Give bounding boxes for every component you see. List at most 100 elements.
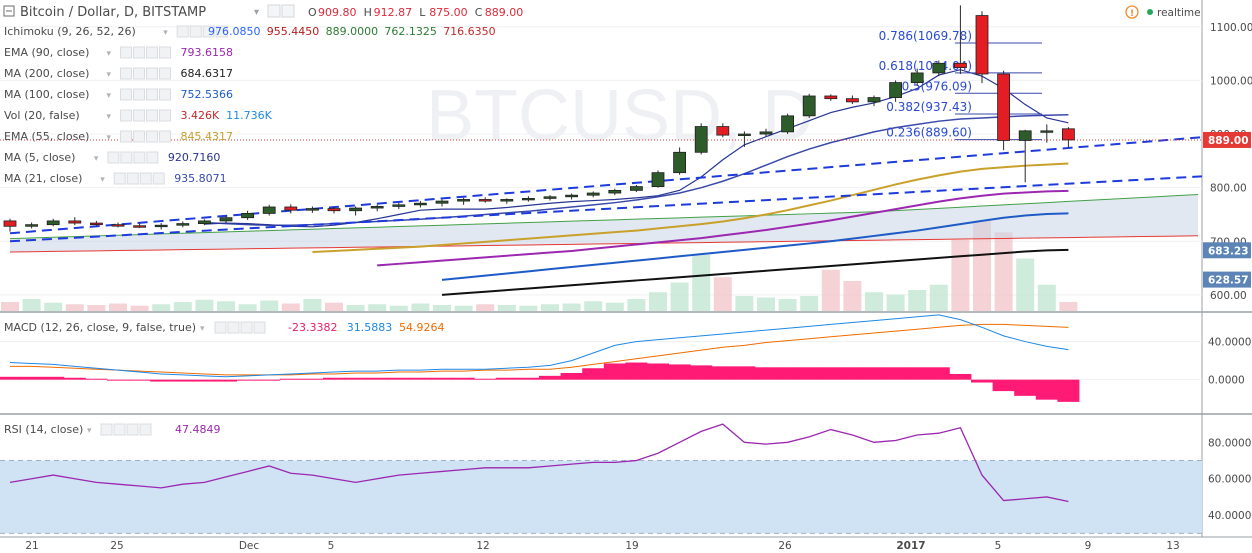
candle[interactable]	[133, 225, 147, 228]
candle[interactable]	[975, 15, 989, 75]
settings-icon[interactable]	[189, 25, 202, 38]
indicator-name[interactable]: MA (5, close)	[4, 151, 75, 164]
eye-icon[interactable]	[113, 172, 126, 185]
chevron-down-icon[interactable]: ▾	[87, 426, 92, 436]
settings-icon[interactable]	[120, 151, 133, 164]
candle[interactable]	[802, 95, 816, 117]
close-icon[interactable]	[139, 423, 152, 436]
indicator-name[interactable]: MA (100, close)	[4, 88, 89, 101]
chevron-down-icon[interactable]: ▾	[107, 70, 112, 80]
add-icon[interactable]	[146, 88, 158, 101]
collapse-icon[interactable]	[3, 5, 15, 17]
indicator-name[interactable]: Ichimoku (9, 26, 52, 26)	[4, 25, 136, 38]
candle[interactable]	[305, 208, 319, 211]
candle[interactable]	[1018, 130, 1032, 141]
settings-icon[interactable]	[133, 130, 145, 143]
candle[interactable]	[111, 224, 125, 227]
eye-icon[interactable]	[214, 321, 227, 334]
close-icon[interactable]	[159, 67, 171, 80]
settings-icon[interactable]	[227, 321, 240, 334]
chevron-down-icon[interactable]: ▾	[254, 7, 259, 18]
candle[interactable]	[46, 220, 60, 226]
candle[interactable]	[370, 206, 384, 209]
eye-icon[interactable]	[120, 109, 132, 122]
candle[interactable]	[608, 189, 622, 194]
candle[interactable]	[673, 151, 686, 174]
candle[interactable]	[910, 72, 924, 83]
chevron-down-icon[interactable]: ▾	[163, 28, 168, 38]
add-icon[interactable]	[146, 67, 158, 80]
candle[interactable]	[738, 133, 751, 136]
candle[interactable]	[176, 223, 190, 226]
candle[interactable]	[1040, 130, 1054, 133]
eye-icon[interactable]	[120, 46, 132, 59]
candle[interactable]	[327, 208, 341, 212]
candle[interactable]	[846, 98, 859, 103]
candle[interactable]	[3, 220, 17, 227]
eye-icon[interactable]	[120, 67, 132, 80]
candle[interactable]	[500, 199, 514, 202]
candle[interactable]	[262, 206, 276, 214]
add-icon[interactable]	[202, 25, 215, 38]
candle[interactable]	[867, 97, 881, 103]
add-icon[interactable]	[133, 151, 146, 164]
alert-icon[interactable]	[1125, 5, 1139, 19]
candle[interactable]	[781, 115, 794, 133]
close-icon[interactable]	[159, 130, 171, 143]
chevron-down-icon[interactable]: ▾	[107, 112, 112, 122]
close-icon[interactable]	[159, 46, 171, 59]
candle[interactable]	[651, 172, 665, 187]
add-icon[interactable]	[240, 321, 253, 334]
candle[interactable]	[68, 220, 82, 224]
candle[interactable]	[241, 213, 255, 219]
eye-icon[interactable]	[267, 4, 281, 18]
close-icon[interactable]	[159, 109, 171, 122]
settings-icon[interactable]	[113, 423, 126, 436]
macd-indicator-name[interactable]: MACD (12, 26, close, 9, false, true)	[4, 321, 196, 334]
close-icon[interactable]	[159, 88, 171, 101]
candle[interactable]	[932, 62, 946, 74]
add-icon[interactable]	[126, 423, 139, 436]
add-icon[interactable]	[146, 46, 158, 59]
settings-icon[interactable]	[133, 46, 145, 59]
candle[interactable]	[543, 196, 557, 199]
indicator-name[interactable]: MA (200, close)	[4, 67, 89, 80]
candle[interactable]	[284, 206, 298, 211]
candle[interactable]	[716, 126, 730, 136]
candle[interactable]	[694, 126, 708, 153]
settings-icon[interactable]	[133, 67, 145, 80]
chevron-down-icon[interactable]: ▾	[107, 91, 112, 101]
eye-icon[interactable]	[120, 88, 132, 101]
eye-icon[interactable]	[107, 151, 120, 164]
add-icon[interactable]	[139, 172, 152, 185]
candle[interactable]	[586, 192, 600, 196]
settings-icon[interactable]	[133, 88, 145, 101]
chevron-down-icon[interactable]: ▾	[94, 154, 99, 164]
add-icon[interactable]	[146, 130, 158, 143]
eye-icon[interactable]	[100, 423, 113, 436]
add-icon[interactable]	[146, 109, 158, 122]
candle[interactable]	[154, 224, 168, 228]
eye-icon[interactable]	[120, 130, 132, 143]
candle[interactable]	[954, 62, 967, 68]
candle[interactable]	[889, 82, 902, 98]
candle[interactable]	[392, 204, 406, 207]
indicator-name[interactable]: EMA (90, close)	[4, 46, 89, 59]
close-icon[interactable]	[215, 25, 228, 38]
candle[interactable]	[413, 202, 427, 206]
candle[interactable]	[349, 207, 363, 212]
candle[interactable]	[478, 199, 492, 202]
price-axis[interactable]	[1202, 0, 1252, 537]
candle[interactable]	[457, 199, 471, 202]
chevron-down-icon[interactable]: ▾	[100, 175, 105, 185]
settings-icon[interactable]	[133, 109, 145, 122]
time-axis[interactable]	[0, 537, 1252, 553]
close-icon[interactable]	[253, 321, 266, 334]
settings-icon[interactable]	[126, 172, 139, 185]
rsi-indicator-name[interactable]: RSI (14, close)	[4, 423, 83, 436]
chevron-down-icon[interactable]: ▾	[107, 49, 112, 59]
candle[interactable]	[90, 222, 103, 226]
trendline[interactable]	[9, 134, 1241, 235]
candle[interactable]	[997, 73, 1010, 141]
